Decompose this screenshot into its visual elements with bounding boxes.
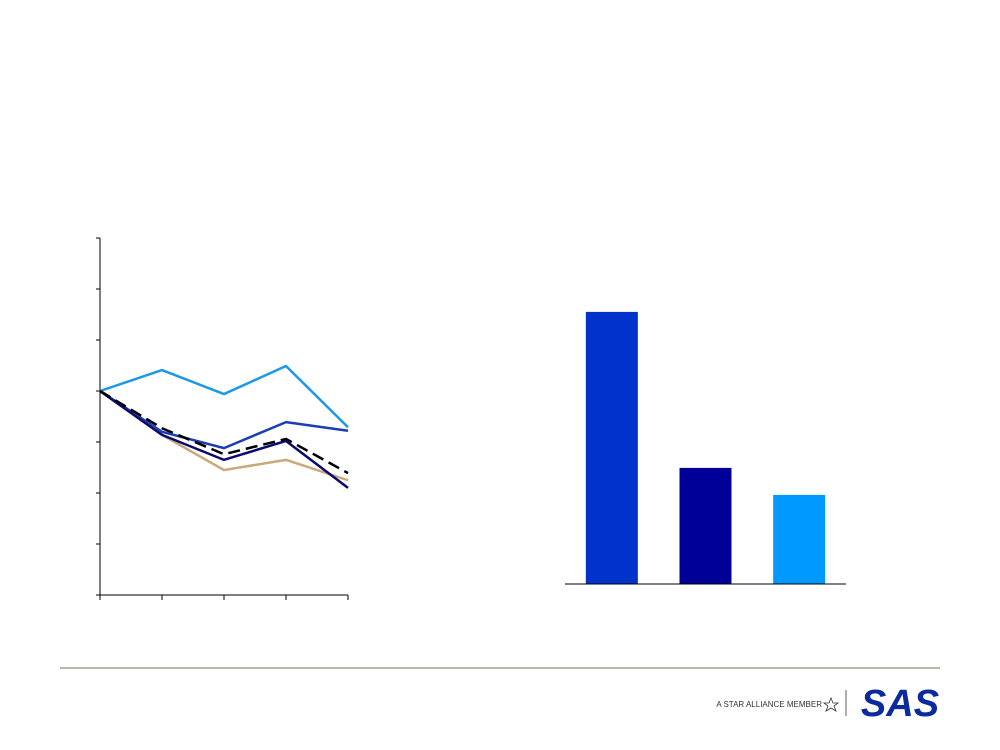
line-series xyxy=(99,389,349,482)
line-series xyxy=(99,389,349,475)
bar xyxy=(679,467,732,584)
bar xyxy=(773,494,826,584)
line-series xyxy=(99,389,349,450)
logo: SAS xyxy=(861,683,939,725)
bar xyxy=(585,311,638,584)
line-series xyxy=(99,389,349,489)
tagline: A STAR ALLIANCE MEMBER xyxy=(716,700,822,709)
line-series xyxy=(99,364,349,429)
star-icon xyxy=(822,696,840,712)
